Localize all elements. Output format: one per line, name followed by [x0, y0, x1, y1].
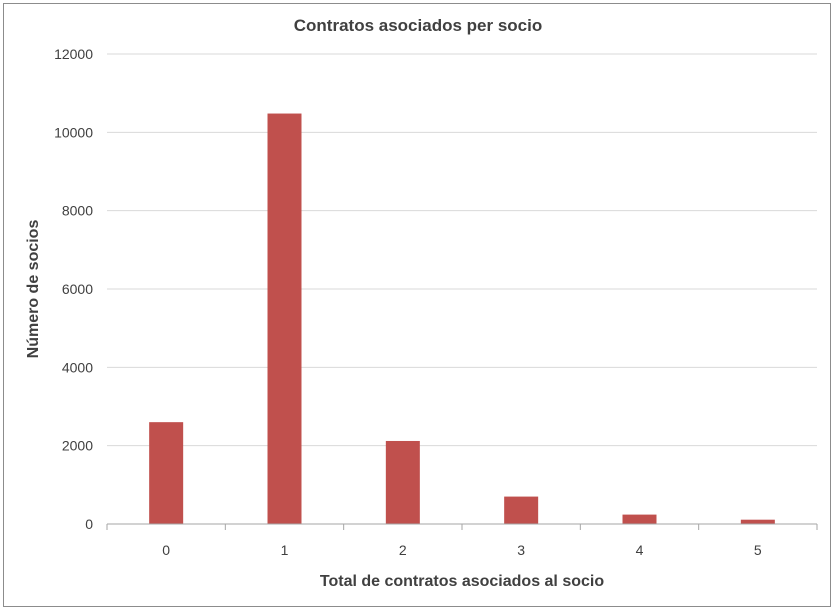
x-tick-label: 4 [636, 542, 644, 558]
x-tick-labels: 0 1 2 3 4 5 [162, 542, 762, 558]
y-tick-label: 12000 [54, 46, 93, 62]
x-tick-label: 3 [517, 542, 525, 558]
x-tick-marks [106, 524, 818, 530]
y-tick-label: 4000 [62, 359, 93, 375]
x-tick-label: 5 [754, 542, 762, 558]
y-tick-label: 0 [85, 516, 93, 532]
y-axis-title: Número de socios [25, 220, 42, 359]
x-tick-label: 1 [281, 542, 289, 558]
bar [385, 440, 420, 524]
bar [740, 519, 775, 524]
bar [504, 496, 539, 524]
y-tick-label: 8000 [62, 203, 93, 219]
bar [149, 422, 184, 524]
y-tick-label: 6000 [62, 281, 93, 297]
bar [267, 113, 302, 525]
bars [149, 113, 775, 525]
bar [622, 514, 657, 524]
y-tick-label: 10000 [54, 124, 93, 140]
gridlines [107, 53, 817, 447]
chart-title: Contratos asociados per socio [294, 16, 542, 35]
x-tick-label: 0 [162, 542, 170, 558]
x-axis-title: Total de contratos asociados al socio [320, 573, 604, 590]
y-tick-label: 2000 [62, 438, 93, 454]
x-tick-label: 2 [399, 542, 407, 558]
y-tick-labels: 0 2000 4000 6000 8000 10000 12000 [54, 46, 93, 532]
